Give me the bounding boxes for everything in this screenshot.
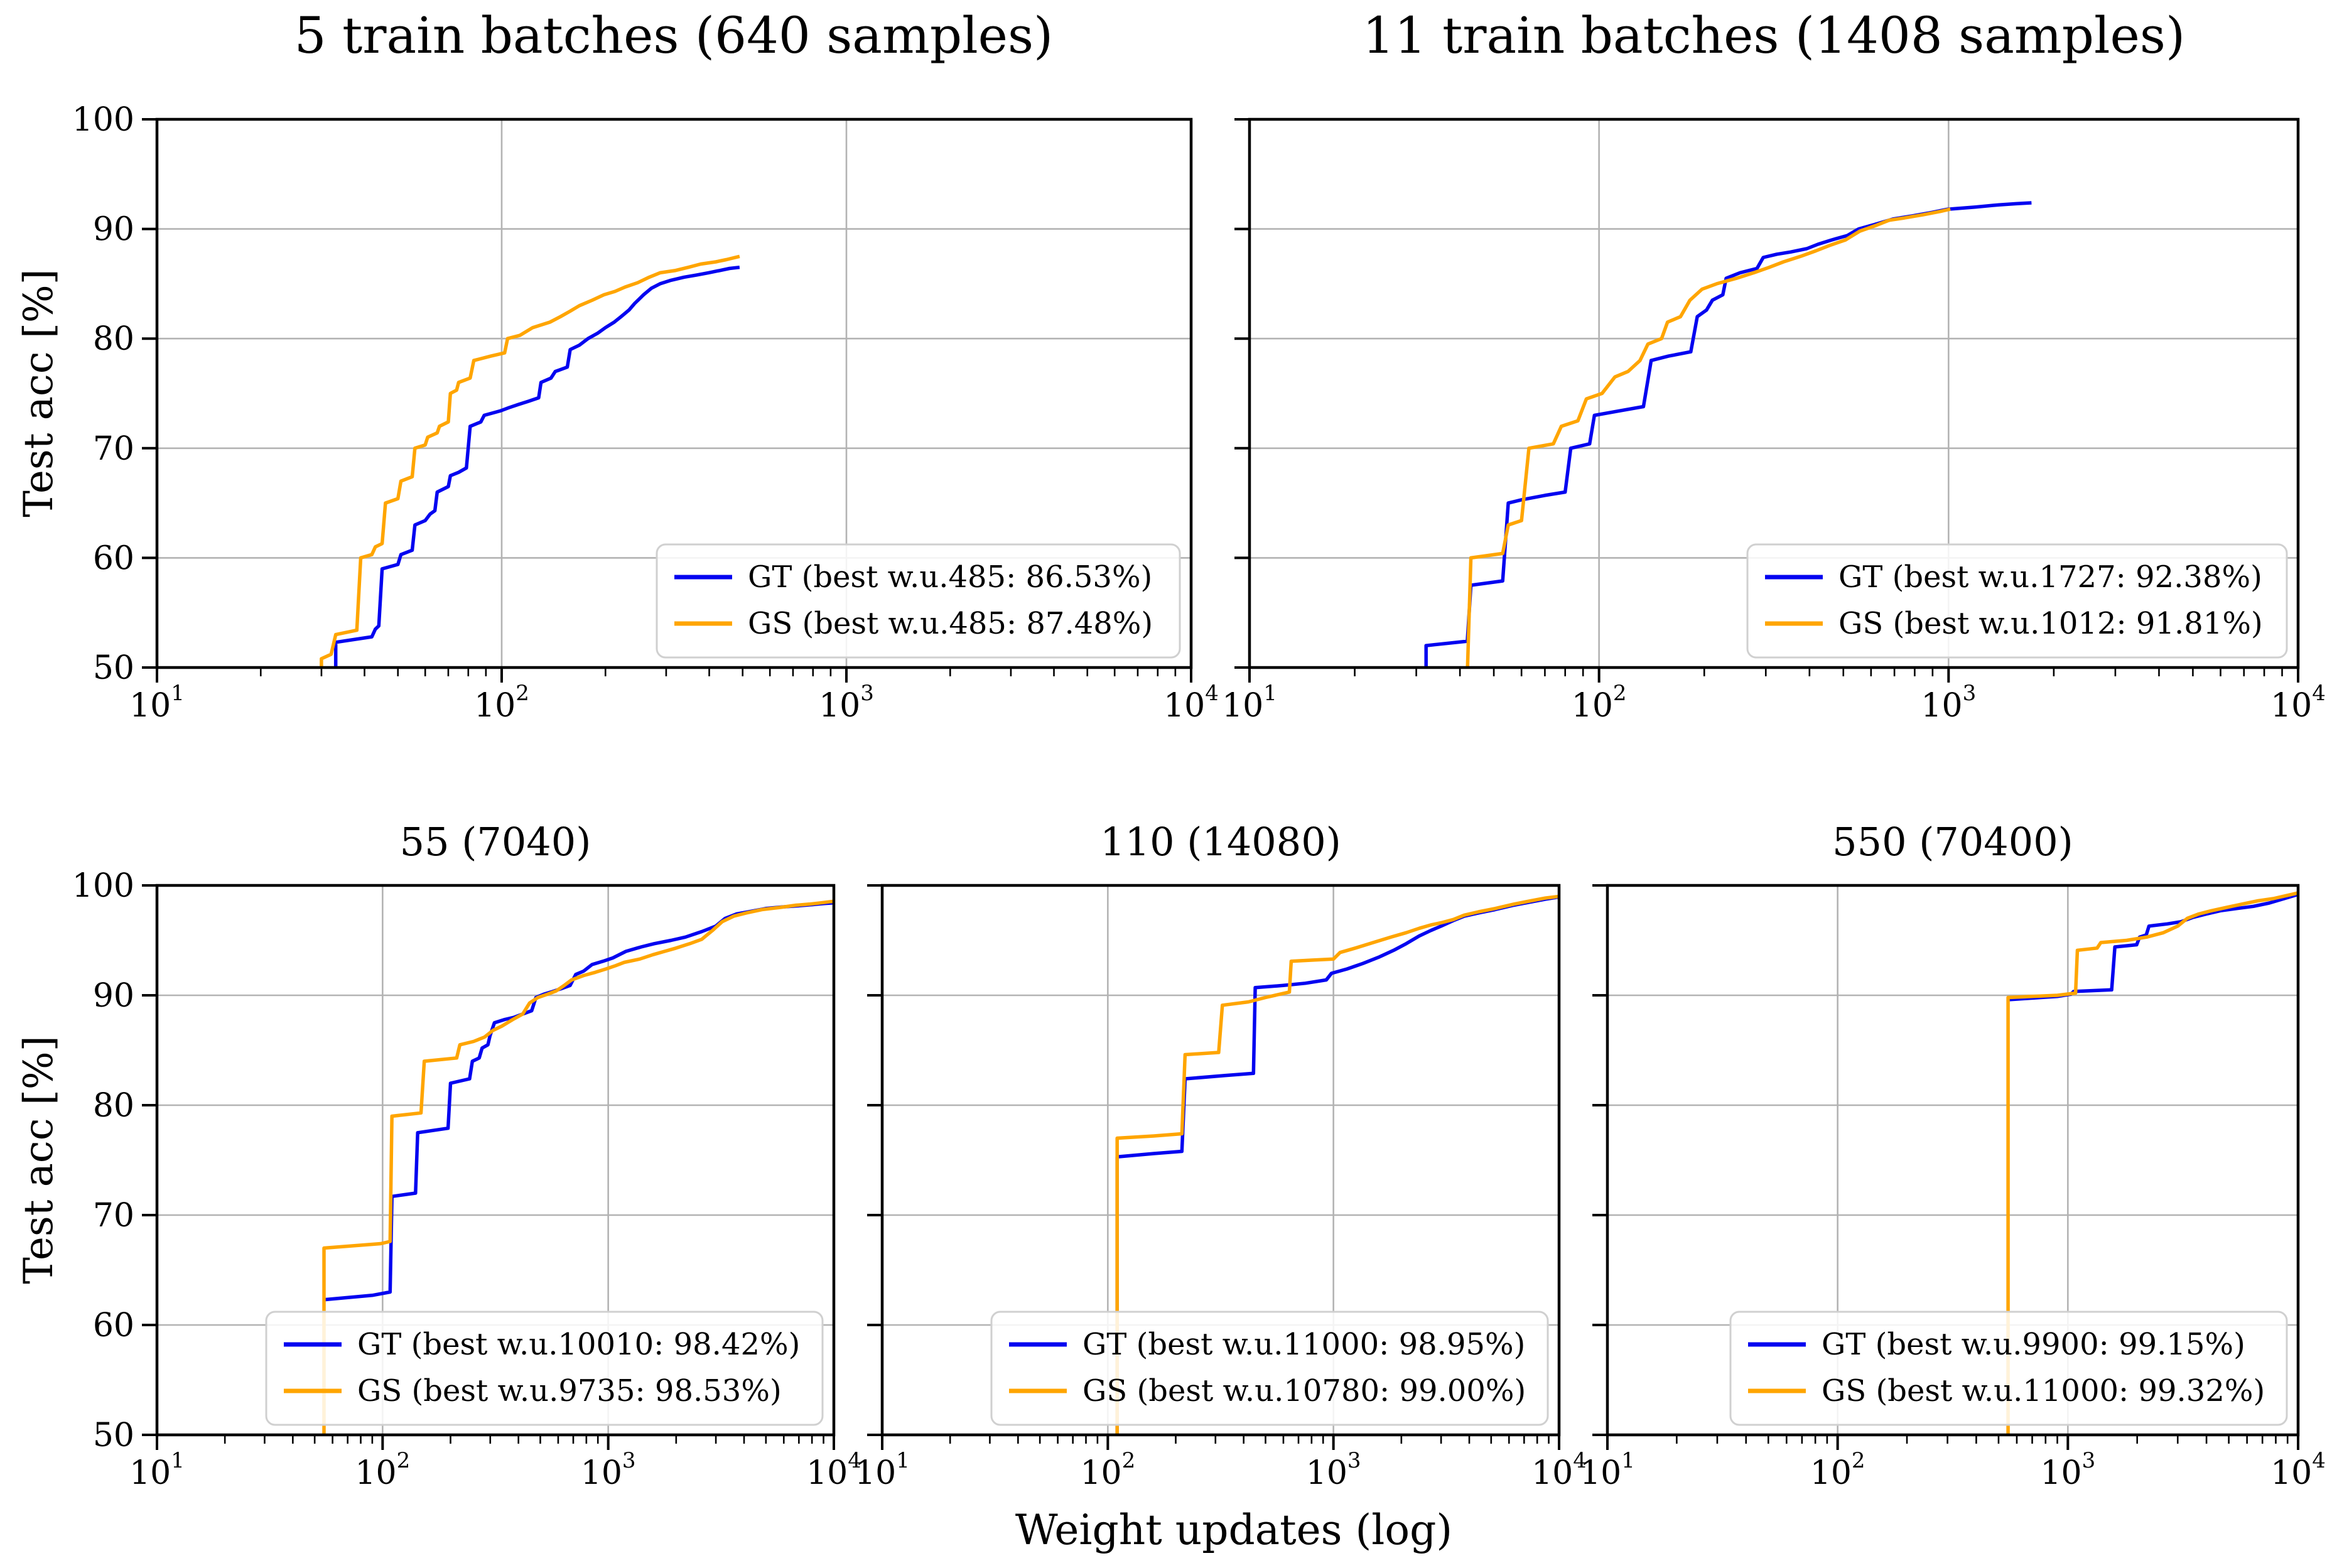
legend-box <box>1746 543 2288 659</box>
plot-title-4: 110 (14080) <box>1100 819 1341 865</box>
x-tick-label: 103 <box>1921 681 1976 725</box>
axis-ticks <box>1234 118 2299 683</box>
x-tick-label: 102 <box>1080 1448 1135 1492</box>
tick-labels: 101 102 103 104 <box>855 1448 1587 1492</box>
axes-frame <box>880 884 1561 1437</box>
axes-frame <box>155 884 836 1437</box>
legend: GT (best w.u.485: 86.53%) GS (best w.u.48… <box>656 543 1181 659</box>
y-tick-label: 60 <box>93 1307 134 1344</box>
legend-box <box>656 543 1181 659</box>
x-tick-label: 102 <box>474 681 529 725</box>
x-tick-label: 103 <box>2040 1448 2095 1492</box>
y-tick-label: 50 <box>93 1417 134 1454</box>
axis-ticks <box>867 884 1560 1450</box>
axis-ticks <box>142 118 1192 683</box>
y-tick-label: 80 <box>93 320 134 358</box>
legend-label-gt: GT (best w.u.11000: 98.95%) <box>1082 1327 1525 1362</box>
axis-ticks <box>1592 884 2299 1450</box>
tick-labels: 101 102 103 104 <box>1222 681 2326 725</box>
legend-box <box>990 1311 1549 1426</box>
series-gs-line <box>320 254 740 668</box>
legend-label-gs: GS (best w.u.10780: 99.00%) <box>1082 1373 1526 1408</box>
legend-label-gt: GT (best w.u.10010: 98.42%) <box>357 1327 800 1362</box>
series-gs-line <box>1115 894 1559 1435</box>
tick-labels: 101 102 103 104 50 60 70 80 90 100 <box>72 101 1219 725</box>
axes-frame <box>155 117 1193 669</box>
tick-labels: 101 102 103 104 50 60 70 80 90 100 <box>72 867 861 1492</box>
plot-5: 101 102 103 104 GT (best w.u.9900: 99.15%) GS… <box>1580 884 2326 1492</box>
x-tick-label: 103 <box>581 1448 636 1492</box>
y-tick-label: 60 <box>93 539 134 577</box>
y-tick-label: 100 <box>72 867 134 905</box>
series-gs-line <box>2006 891 2298 1435</box>
legend-box <box>265 1311 824 1426</box>
y-tick-label: 80 <box>93 1087 134 1125</box>
plot-2: 101 102 103 104 GT (best w.u.1727: 92.38%) GS… <box>1222 117 2326 725</box>
legend-label-gt: GT (best w.u.485: 86.53%) <box>748 560 1152 595</box>
x-tick-label: 104 <box>1531 1448 1587 1492</box>
plot-title-2: 11 train batches (1408 samples) <box>1362 6 2186 65</box>
legend-box <box>1729 1311 2288 1426</box>
y-tick-label: 90 <box>93 977 134 1015</box>
legend-label-gt: GT (best w.u.9900: 99.15%) <box>1822 1327 2245 1362</box>
x-tick-label: 104 <box>2270 1448 2326 1492</box>
x-tick-label: 101 <box>129 681 185 725</box>
series-gs-line <box>322 899 834 1435</box>
x-tick-label: 104 <box>1163 681 1219 725</box>
axes-frame <box>1248 117 2300 669</box>
series-gt-line <box>323 900 834 1302</box>
legend-label-gt: GT (best w.u.1727: 92.38%) <box>1838 560 2262 595</box>
x-tick-label: 102 <box>1572 681 1627 725</box>
axis-ticks <box>142 884 835 1450</box>
tick-labels: 101 102 103 104 <box>1580 1448 2326 1492</box>
plot-1: 101 102 103 104 50 60 70 80 90 100 GT (best w.u.48… <box>72 101 1219 725</box>
series-gt-line <box>2007 893 2298 1002</box>
y-tick-label: 50 <box>93 649 134 687</box>
series-gs-line <box>1466 207 1951 668</box>
plot-title-3: 55 (7040) <box>399 819 591 865</box>
x-tick-label: 103 <box>1306 1448 1361 1492</box>
y-tick-label: 100 <box>72 101 134 139</box>
legend-label-gs: GS (best w.u.1012: 91.81%) <box>1838 606 2263 641</box>
x-tick-label: 102 <box>355 1448 410 1492</box>
legend: GT (best w.u.11000: 98.95%) GS (best w.u.… <box>990 1311 1549 1426</box>
x-axis-label: Weight updates (log) <box>1015 1506 1453 1554</box>
legend: GT (best w.u.10010: 98.42%) GS (best w.u.… <box>265 1311 824 1426</box>
x-tick-label: 104 <box>2270 681 2326 725</box>
x-tick-label: 102 <box>1810 1448 1865 1492</box>
x-tick-label: 101 <box>1580 1448 1635 1492</box>
y-tick-label: 70 <box>93 430 134 468</box>
x-tick-label: 101 <box>855 1448 910 1492</box>
plot-title-5: 550 (70400) <box>1832 819 2073 865</box>
legend: GT (best w.u.1727: 92.38%) GS (best w.u.1… <box>1746 543 2288 659</box>
legend-label-gs: GS (best w.u.485: 87.48%) <box>748 606 1153 641</box>
legend: GT (best w.u.9900: 99.15%) GS (best w.u.1… <box>1729 1311 2288 1426</box>
axes-frame <box>1606 884 2300 1437</box>
x-tick-label: 104 <box>806 1448 861 1492</box>
legend-label-gs: GS (best w.u.9735: 98.53%) <box>357 1373 782 1408</box>
legend-label-gs: GS (best w.u.11000: 99.32%) <box>1822 1373 2265 1408</box>
x-tick-label: 101 <box>129 1448 185 1492</box>
x-tick-label: 101 <box>1222 681 1277 725</box>
x-tick-label: 103 <box>819 681 874 725</box>
plot-3: 101 102 103 104 50 60 70 80 90 100 GT (best w.u.10… <box>72 867 861 1492</box>
y-tick-label: 90 <box>93 211 134 249</box>
series-gt-line <box>333 265 740 668</box>
y-tick-label: 70 <box>93 1197 134 1235</box>
plot-title-1: 5 train batches (640 samples) <box>294 6 1054 65</box>
